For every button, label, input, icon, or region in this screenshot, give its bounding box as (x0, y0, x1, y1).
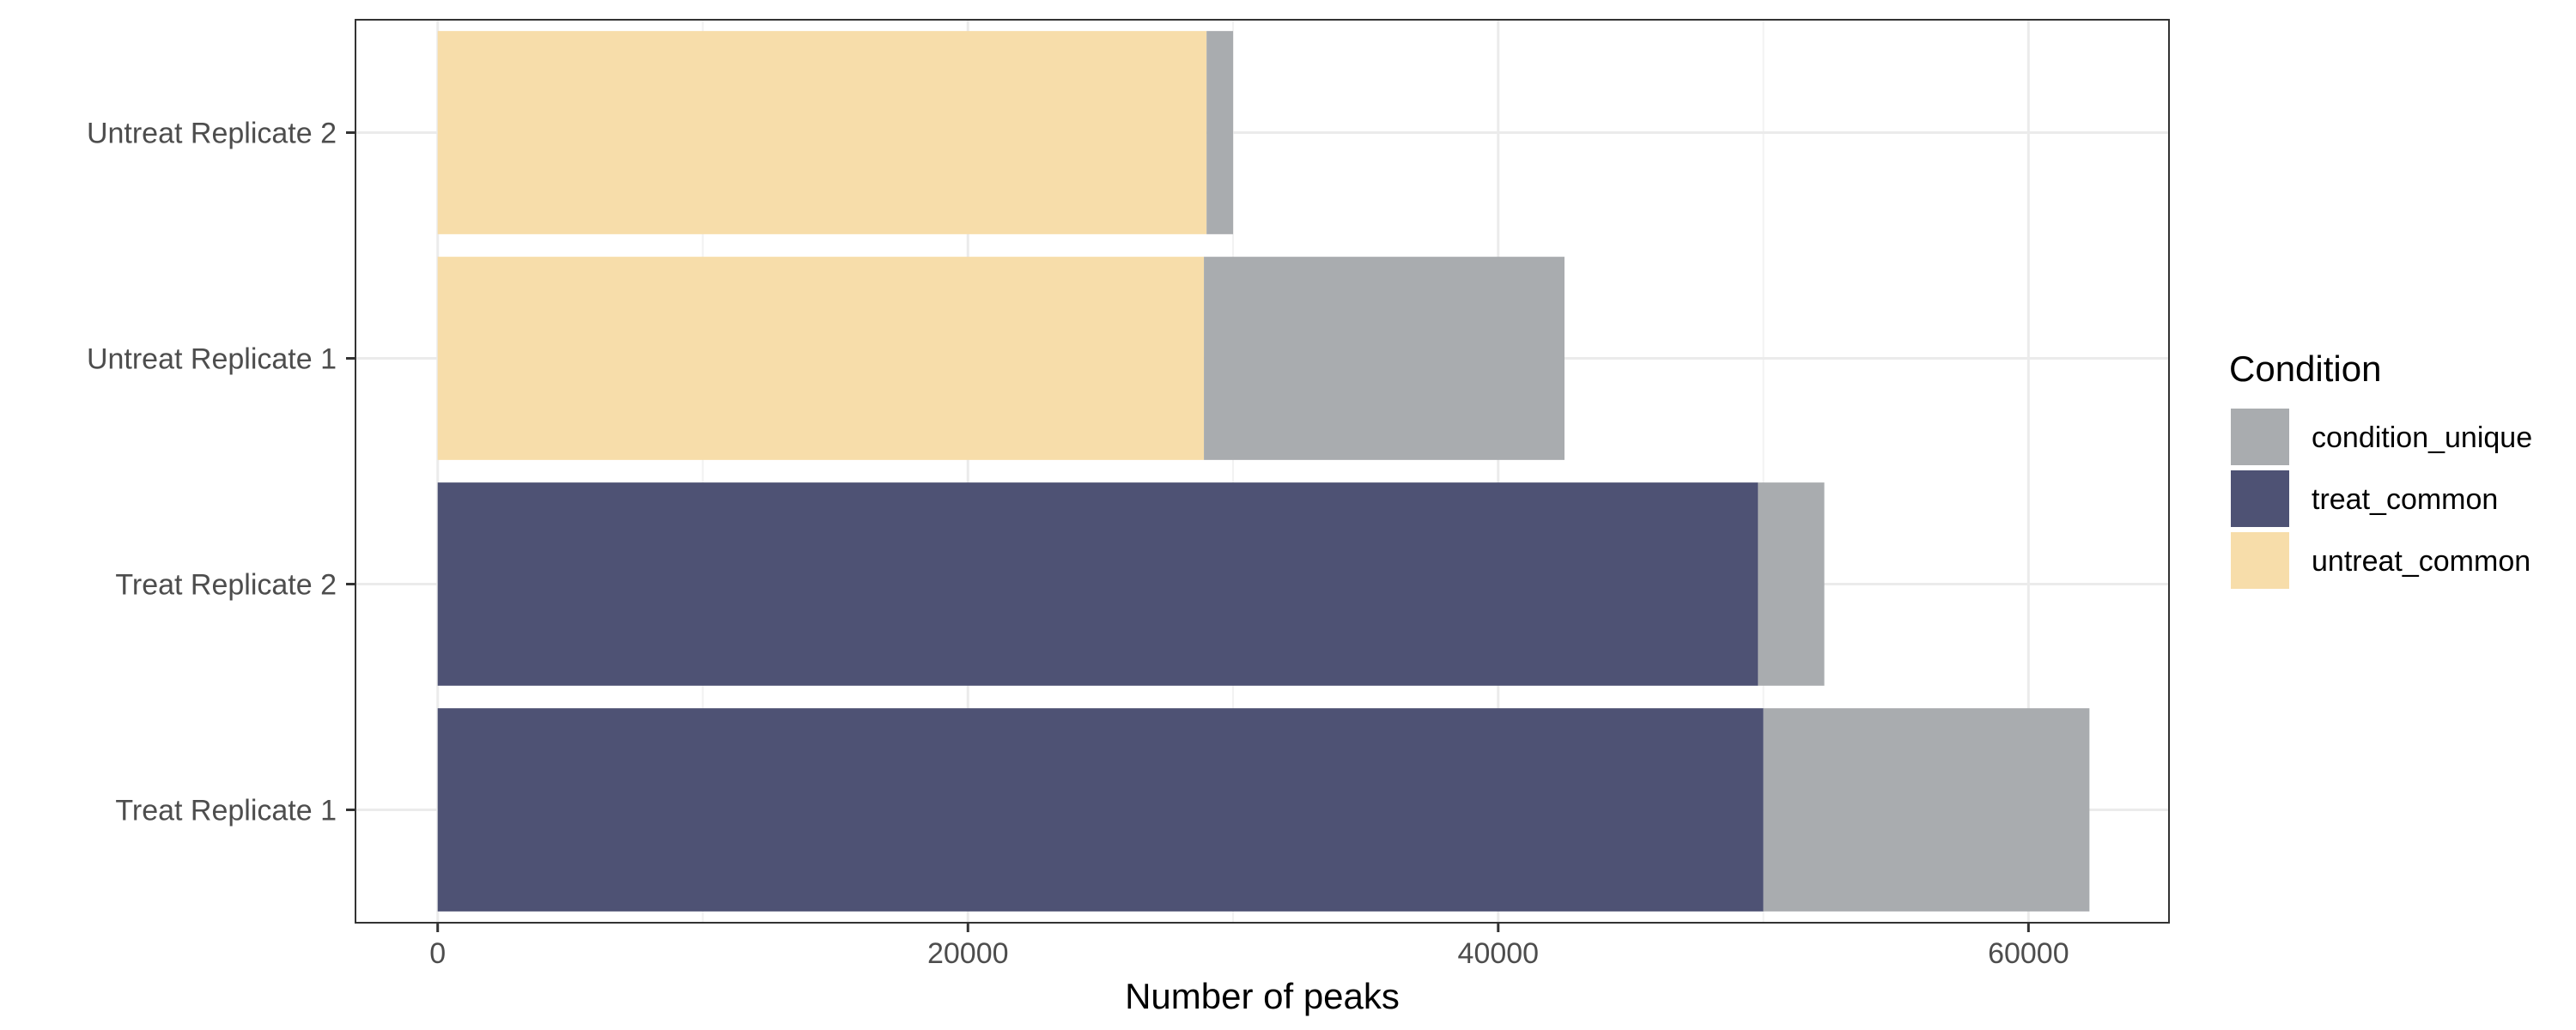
x-tick-label: 60000 (1988, 937, 2069, 970)
x-axis-title: Number of peaks (1125, 976, 1400, 1016)
panel-border (355, 19, 2170, 924)
bars (437, 31, 2090, 912)
legend: Condition condition_unique treat_commonun… (2229, 348, 2532, 589)
legend-key-untreat-common (2231, 532, 2289, 589)
legend-title: Condition (2229, 348, 2381, 389)
axes: Treat Replicate 1 Treat Replicate 2 Untrea… (87, 118, 2069, 971)
bar-untreat-common (437, 257, 1205, 460)
bar-untreat-common (437, 31, 1207, 234)
x-tick-label: 0 (429, 937, 446, 970)
x-tick-label: 20000 (927, 937, 1009, 970)
bar-condition-unique (1204, 257, 1564, 460)
legend-label: condition_unique (2312, 421, 2532, 454)
y-tick-label: Treat Replicate 2 (115, 569, 337, 602)
y-tick-label: Untreat Replicate 1 (87, 343, 337, 376)
bar-condition-unique (1206, 31, 1234, 234)
bar-treat-common (437, 482, 1759, 686)
y-tick-label: Untreat Replicate 2 (87, 118, 337, 150)
legend-label: treat_common (2312, 483, 2498, 516)
legend-label: untreat_common (2312, 545, 2530, 578)
bar-condition-unique (1763, 708, 2090, 912)
legend-key-condition-unique (2231, 409, 2289, 465)
legend-key-treat-common (2231, 470, 2289, 527)
bar-treat-common (437, 708, 1764, 912)
bar-condition-unique (1758, 482, 1825, 686)
y-tick-label: Treat Replicate 1 (115, 795, 337, 827)
x-tick-label: 40000 (1458, 937, 1540, 970)
